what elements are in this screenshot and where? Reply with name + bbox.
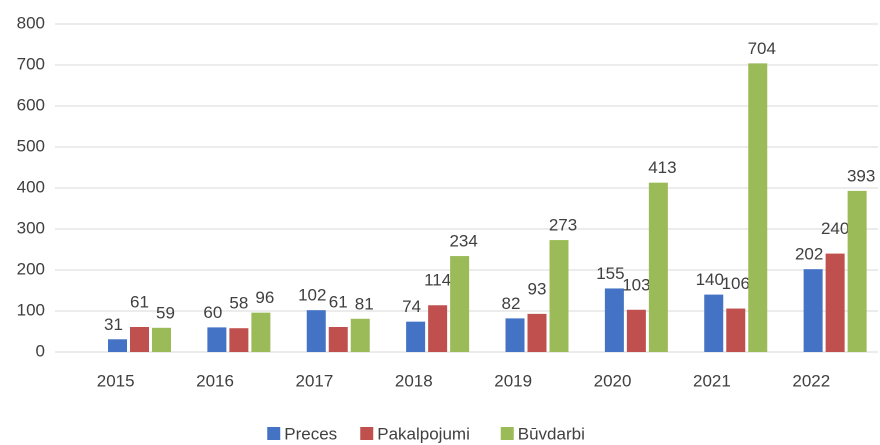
x-tick-label: 2022 [792, 371, 830, 390]
data-label: 106 [722, 274, 750, 293]
bar [428, 305, 448, 352]
bar [726, 308, 746, 352]
bar [748, 63, 768, 353]
bar [648, 182, 668, 352]
x-tick-label: 2015 [97, 371, 135, 390]
bar [328, 326, 348, 352]
y-tick-label: 500 [17, 136, 45, 155]
data-label: 61 [130, 292, 149, 311]
bar [549, 240, 569, 352]
bar [251, 312, 271, 352]
bar [406, 321, 426, 352]
data-label: 240 [821, 219, 849, 238]
y-tick-label: 0 [36, 341, 45, 360]
data-label: 59 [156, 303, 175, 322]
bar [450, 256, 470, 352]
y-tick-label: 200 [17, 259, 45, 278]
data-label: 273 [549, 216, 577, 235]
data-label: 102 [298, 286, 326, 305]
legend-label: Būvdarbi [518, 424, 585, 443]
bar [108, 339, 127, 352]
data-label: 81 [355, 294, 374, 313]
data-label: 234 [449, 232, 477, 251]
data-label: 103 [622, 275, 650, 294]
legend-label: Preces [284, 424, 337, 443]
data-label: 74 [402, 297, 421, 316]
bar [803, 269, 823, 352]
bar [505, 318, 525, 352]
data-label: 82 [502, 294, 521, 313]
data-label: 31 [104, 315, 123, 334]
y-tick-label: 300 [17, 218, 45, 237]
legend-label: Pakalpojumi [377, 424, 470, 443]
x-tick-label: 2017 [296, 371, 334, 390]
x-tick-label: 2019 [494, 371, 532, 390]
data-label: 393 [847, 166, 875, 185]
bar [527, 313, 547, 352]
data-label: 114 [424, 271, 451, 290]
y-tick-label: 100 [17, 300, 45, 319]
data-label: 413 [648, 158, 676, 177]
x-tick-label: 2021 [693, 371, 731, 390]
bar [847, 190, 867, 352]
bar [704, 294, 724, 352]
y-tick-label: 600 [17, 95, 45, 114]
bar [229, 328, 249, 352]
x-tick-label: 2018 [395, 371, 433, 390]
data-label: 93 [528, 279, 547, 298]
data-label: 140 [696, 270, 724, 289]
data-label: 61 [329, 292, 348, 311]
data-label: 202 [795, 245, 823, 264]
bar [604, 288, 624, 352]
y-tick-label: 700 [17, 54, 45, 73]
y-tick-label: 800 [17, 13, 45, 32]
legend-swatch [360, 427, 374, 440]
bar [626, 309, 646, 352]
bar [350, 318, 370, 352]
data-label: 704 [748, 39, 776, 58]
bar [130, 326, 149, 352]
legend-swatch [267, 427, 281, 440]
x-tick-label: 2016 [196, 371, 234, 390]
data-label: 58 [229, 294, 248, 313]
data-label: 96 [255, 288, 274, 307]
data-label: 60 [203, 303, 222, 322]
bar [207, 327, 227, 352]
data-label: 155 [596, 264, 624, 283]
legend-swatch [500, 427, 514, 440]
bar [306, 310, 326, 352]
bar [152, 327, 171, 352]
x-tick-label: 2020 [594, 371, 632, 390]
y-tick-label: 400 [17, 177, 45, 196]
bar [825, 253, 845, 352]
